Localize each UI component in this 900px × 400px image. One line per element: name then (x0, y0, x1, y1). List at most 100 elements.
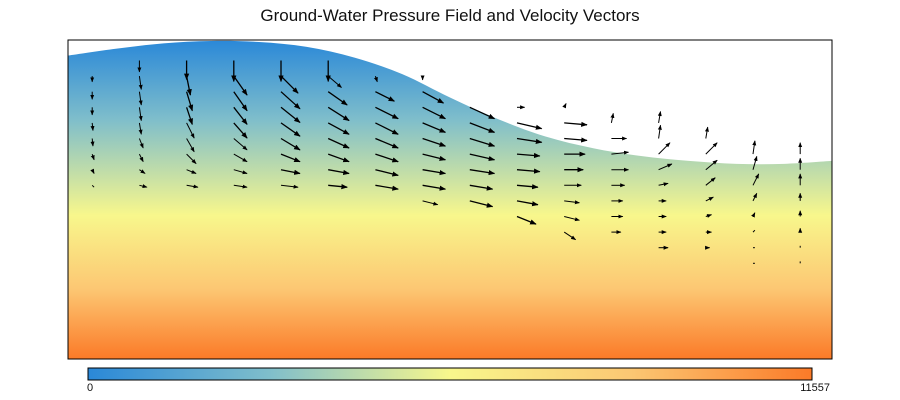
velocity-vector (658, 182, 669, 187)
velocity-vector (563, 231, 577, 241)
velocity-vector (564, 216, 580, 222)
velocity-vector (233, 153, 248, 163)
velocity-vector (516, 122, 543, 130)
velocity-vector (422, 137, 447, 147)
velocity-vector (233, 91, 248, 112)
velocity-vector (705, 159, 718, 171)
velocity-vector (705, 142, 718, 155)
velocity-vector (91, 184, 95, 188)
velocity-vector (422, 122, 446, 133)
velocity-vector (327, 122, 350, 135)
velocity-vector (564, 137, 588, 143)
chart-title: Ground-Water Pressure Field and Velocity… (260, 6, 640, 25)
velocity-vector (516, 168, 541, 174)
velocity-vector (422, 184, 447, 191)
velocity-vector (186, 153, 197, 164)
velocity-vector (233, 184, 248, 189)
velocity-vector (280, 153, 301, 163)
velocity-vector (280, 169, 301, 175)
velocity-vector (752, 173, 760, 186)
velocity-vector (516, 200, 539, 207)
velocity-vector (186, 138, 195, 153)
velocity-vector (469, 106, 496, 120)
velocity-vector (233, 138, 248, 151)
velocity-vector (328, 169, 350, 176)
velocity-vector (186, 169, 197, 174)
velocity-vector (657, 124, 662, 139)
velocity-vector (564, 200, 580, 205)
velocity-vector (422, 106, 446, 120)
velocity-vector (705, 196, 714, 202)
velocity-vector (611, 150, 629, 155)
velocity-vector (233, 75, 248, 96)
velocity-vector (327, 91, 348, 106)
velocity-vector (610, 112, 615, 123)
velocity-vector (469, 137, 496, 147)
velocity-vector (516, 152, 541, 159)
velocity-vector (186, 184, 199, 189)
velocity-vector (280, 106, 301, 124)
velocity-vector (516, 215, 537, 225)
velocity-vector (233, 106, 248, 125)
velocity-vector (185, 91, 194, 112)
velocity-vector (562, 103, 567, 109)
colorbar-max-label: 11557 (800, 382, 830, 394)
velocity-vector (469, 184, 494, 191)
pressure-field-area (68, 40, 832, 359)
velocity-vector (233, 122, 248, 139)
velocity-vector (375, 184, 399, 191)
velocity-vector (422, 153, 447, 161)
velocity-vector (186, 122, 195, 139)
velocity-vector (90, 153, 95, 161)
velocity-vector (469, 200, 494, 208)
velocity-vector (373, 75, 378, 83)
velocity-vector (375, 122, 399, 135)
velocity-vectors (90, 60, 803, 264)
velocity-vector (280, 184, 299, 189)
velocity-vector (375, 153, 399, 163)
velocity-vector (138, 107, 143, 122)
velocity-vector (375, 137, 399, 149)
velocity-vector (327, 153, 350, 163)
velocity-vector (139, 184, 148, 189)
velocity-vector (90, 138, 95, 147)
velocity-vector (422, 169, 447, 176)
velocity-vector (138, 91, 143, 106)
velocity-vector (375, 169, 399, 177)
velocity-vector (658, 163, 673, 171)
velocity-vector (658, 142, 671, 155)
velocity-vector (327, 137, 350, 149)
velocity-vector (280, 75, 299, 94)
velocity-vector (233, 169, 248, 175)
velocity-vector (138, 153, 144, 163)
velocity-vector (375, 91, 395, 102)
velocity-vector (375, 106, 399, 120)
velocity-vector (751, 212, 756, 218)
velocity-vector (469, 122, 496, 134)
velocity-vector (752, 155, 758, 170)
velocity-vector (327, 75, 342, 88)
velocity-vector (704, 126, 709, 139)
velocity-vector (138, 138, 144, 149)
velocity-vector (138, 122, 143, 135)
velocity-vector (185, 75, 192, 96)
velocity-vector (90, 122, 95, 131)
velocity-vector (139, 169, 146, 174)
velocity-vector (280, 122, 301, 137)
velocity-vector (516, 137, 543, 144)
velocity-vector (328, 184, 348, 190)
velocity-vector (422, 91, 445, 104)
velocity-vector (327, 106, 350, 122)
plot-frame (67, 39, 833, 360)
velocity-vector (90, 168, 95, 174)
velocity-vector (705, 177, 716, 186)
colorbar-min-label: 0 (87, 382, 94, 394)
velocity-vector (280, 91, 301, 110)
velocity-vector (657, 111, 662, 123)
colorbar (87, 367, 813, 381)
velocity-vector (752, 229, 756, 233)
velocity-vector (469, 153, 496, 162)
velocity-vector (752, 192, 758, 202)
velocity-vector (469, 169, 496, 176)
